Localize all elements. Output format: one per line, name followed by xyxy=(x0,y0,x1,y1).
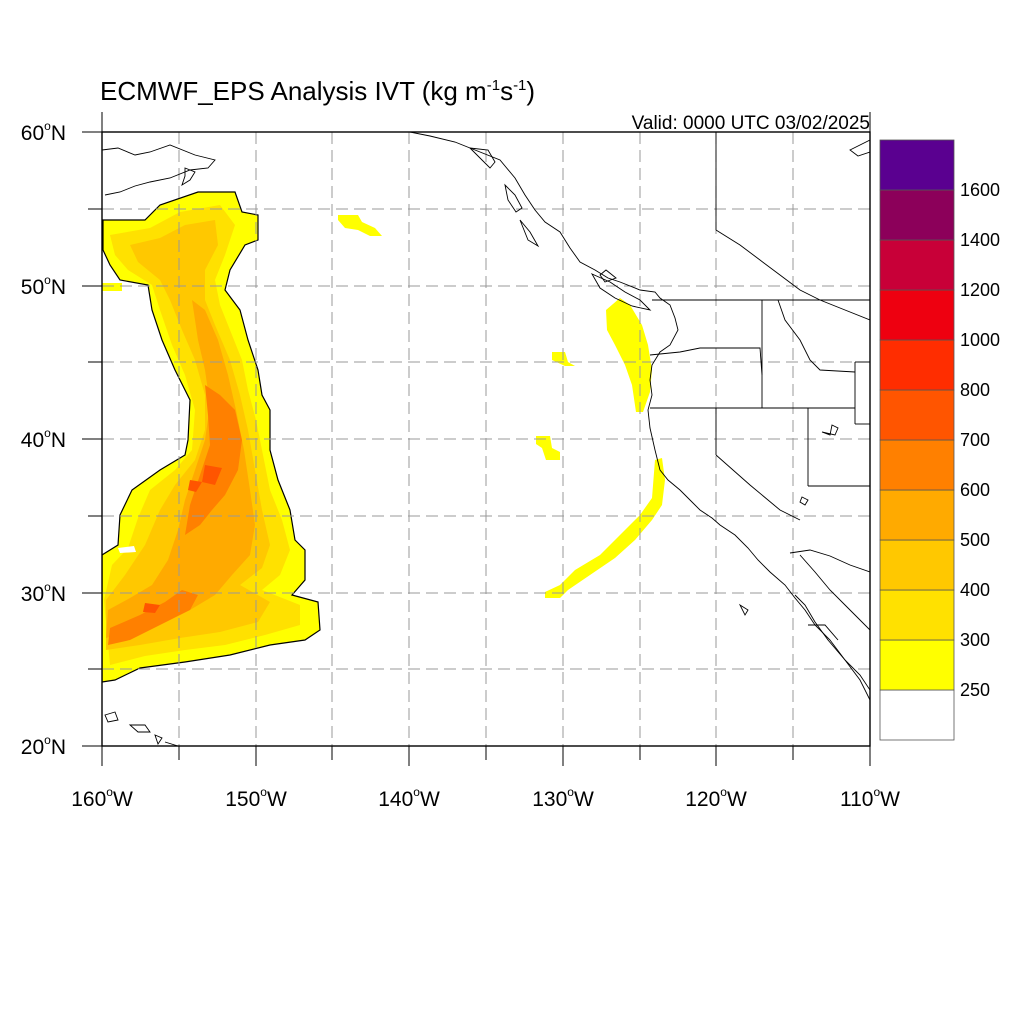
valid-time-label: Valid: 0000 UTC 03/02/2025 xyxy=(632,113,870,134)
colorbar-swatch xyxy=(879,439,955,491)
colorbar-label: 700 xyxy=(960,430,990,450)
chart-title: ECMWF_EPS Analysis IVT (kg m-1s-1) xyxy=(100,76,535,106)
ivt-patch-gulf-alaska xyxy=(338,215,382,236)
latitude-labels: 60oN 50oN 40oN 30oN 20oN xyxy=(21,119,66,759)
lon-label-110W: 110oW xyxy=(840,785,900,811)
colorbar-label: 400 xyxy=(960,580,990,600)
colorbar-label: 1000 xyxy=(960,330,1000,350)
map-area xyxy=(102,132,870,746)
colorbar-label: 1600 xyxy=(960,180,1000,200)
lon-label-150W: 150oW xyxy=(225,785,287,811)
colorbar-label: 300 xyxy=(960,630,990,650)
colorbar-swatch xyxy=(879,639,955,691)
ivt-plume-main xyxy=(102,191,321,683)
lat-label-40N: 40oN xyxy=(21,426,66,452)
coastlines xyxy=(102,132,870,746)
ivt-band-southern-california xyxy=(545,458,665,598)
colorbar-label: 800 xyxy=(960,380,990,400)
colorbar-swatch xyxy=(879,589,955,641)
colorbar-swatch xyxy=(879,139,955,191)
colorbar-label: 1400 xyxy=(960,230,1000,250)
lon-label-140W: 140oW xyxy=(378,785,440,811)
political-borders xyxy=(649,132,870,641)
colorbar-label: 1200 xyxy=(960,280,1000,300)
colorbar-swatch xyxy=(879,239,955,291)
lon-label-130W: 130oW xyxy=(532,785,594,811)
colorbar-swatch xyxy=(879,339,955,391)
colorbar-swatch xyxy=(879,539,955,591)
lon-label-160W: 160oW xyxy=(71,785,133,811)
colorbar-label: 600 xyxy=(960,480,990,500)
lat-label-20N: 20oN xyxy=(21,733,66,759)
colorbar-swatch xyxy=(879,489,955,541)
ivt-band-pacific-northwest xyxy=(606,298,652,412)
lat-label-60N: 60oN xyxy=(21,119,66,145)
colorbar-swatch xyxy=(879,189,955,241)
axis-ticks xyxy=(82,112,871,766)
colorbar-swatch xyxy=(879,389,955,441)
colorbar-swatch xyxy=(879,289,955,341)
longitude-labels: 160oW 150oW 140oW 130oW 120oW 110oW xyxy=(71,785,900,811)
colorbar: 250 300 400 500 600 700 800 1000 1200 1400 1600 xyxy=(879,139,1000,741)
lat-label-50N: 50oN xyxy=(21,273,66,299)
lon-label-120W: 120oW xyxy=(685,785,747,811)
colorbar-label: 500 xyxy=(960,530,990,550)
colorbar-swatch xyxy=(879,689,955,741)
colorbar-label: 250 xyxy=(960,680,990,700)
grid-lines xyxy=(102,132,870,746)
lat-label-30N: 30oN xyxy=(21,580,66,606)
